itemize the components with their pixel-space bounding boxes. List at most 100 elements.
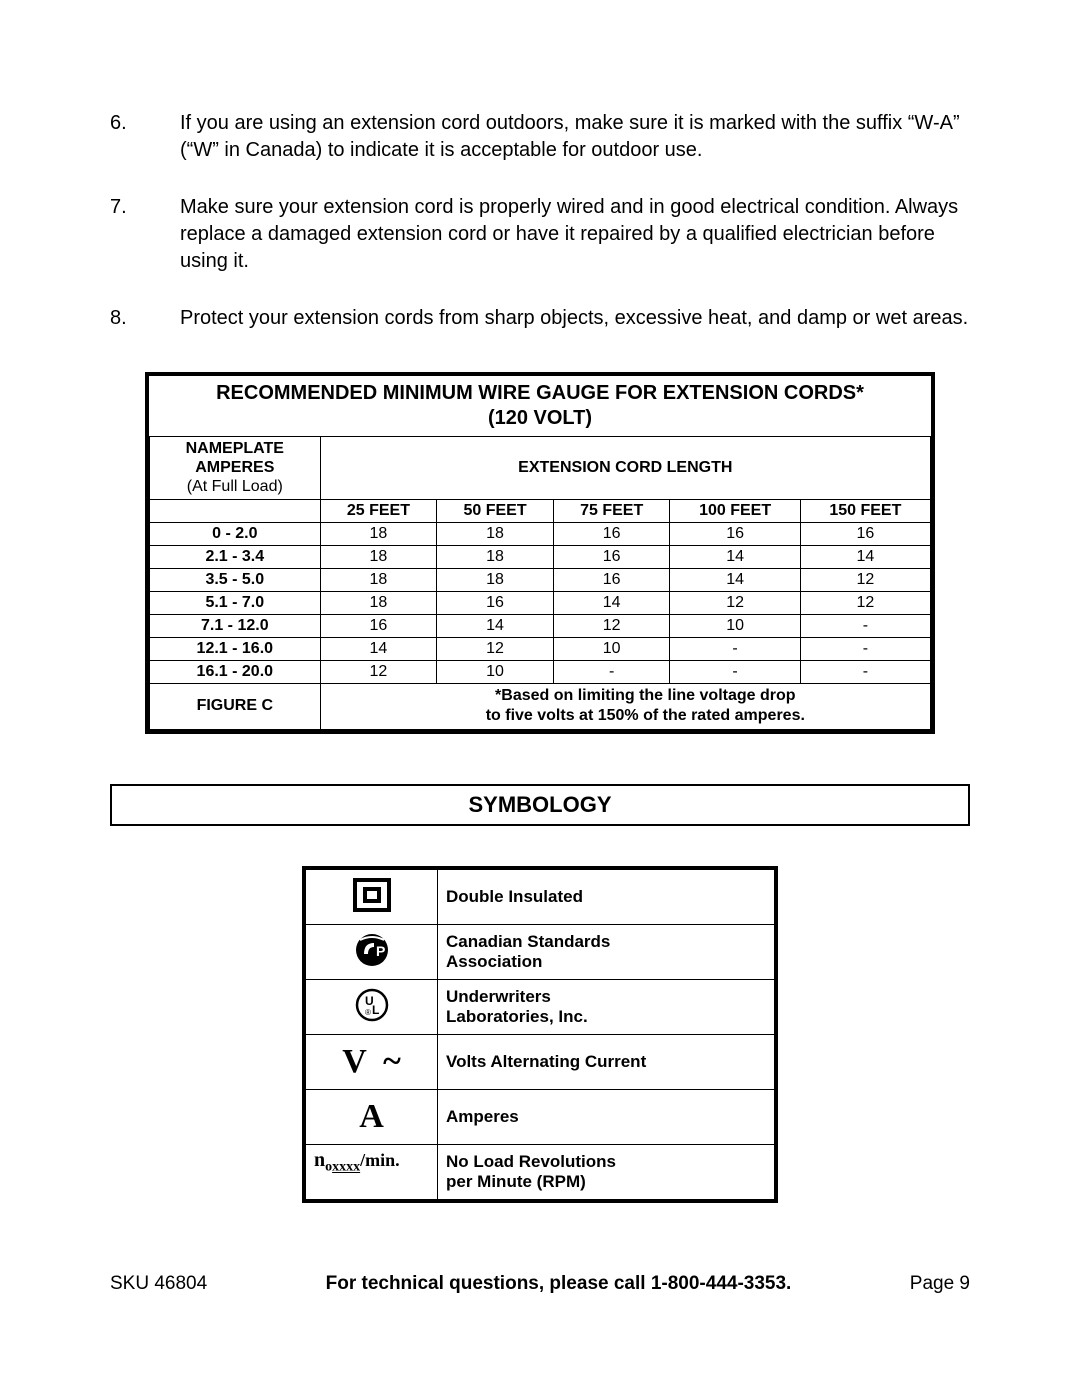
- list-text: Make sure your extension cord is properl…: [180, 194, 970, 275]
- gauge-value: -: [670, 660, 800, 683]
- table-row: 16.1 - 20.01210---: [150, 660, 931, 683]
- amp-range: 16.1 - 20.0: [150, 660, 321, 683]
- list-num: 6.: [110, 110, 180, 164]
- gauge-value: 14: [800, 545, 930, 568]
- gauge-value: 16: [800, 522, 930, 545]
- gauge-value: 12: [320, 660, 437, 683]
- gauge-value: 18: [437, 568, 554, 591]
- sym-row: noxxxx/min. No Load Revolutions per Minu…: [306, 1145, 775, 1200]
- svg-text:®: ®: [365, 1008, 371, 1017]
- list-item-8: 8. Protect your extension cords from sha…: [110, 305, 970, 332]
- len-head: 100 FEET: [670, 499, 800, 522]
- gauge-value: 14: [670, 545, 800, 568]
- sym-label: Amperes: [438, 1090, 775, 1145]
- footnote-l1: *Based on limiting the line voltage drop: [495, 687, 795, 704]
- table-row: 5.1 - 7.01816141212: [150, 591, 931, 614]
- table-row: 7.1 - 12.016141210-: [150, 614, 931, 637]
- sym-row: V ~ Volts Alternating Current: [306, 1035, 775, 1090]
- sym-row: Double Insulated: [306, 870, 775, 925]
- len-head: 150 FEET: [800, 499, 930, 522]
- table-footnote: *Based on limiting the line voltage drop…: [320, 683, 930, 730]
- extension-length-header: EXTENSION CORD LENGTH: [320, 437, 930, 500]
- svg-text:L: L: [372, 1003, 379, 1017]
- vac-icon: V ~: [306, 1035, 438, 1090]
- sym-row: U L ® Underwriters Laboratories, Inc.: [306, 980, 775, 1035]
- figure-label: FIGURE C: [150, 683, 321, 730]
- gauge-value: 18: [320, 545, 437, 568]
- rpm-x: xxxx: [332, 1160, 360, 1175]
- gauge-value: 16: [320, 614, 437, 637]
- gauge-value: 12: [553, 614, 670, 637]
- footer-page: Page 9: [910, 1273, 970, 1295]
- gauge-value: -: [800, 637, 930, 660]
- table-row: 0 - 2.01818161616: [150, 522, 931, 545]
- svg-text:P: P: [376, 943, 385, 959]
- gauge-value: 18: [320, 522, 437, 545]
- sym-label-l2: Laboratories, Inc.: [446, 1007, 588, 1026]
- list-num: 7.: [110, 194, 180, 275]
- list-item-7: 7. Make sure your extension cord is prop…: [110, 194, 970, 275]
- sym-row: A Amperes: [306, 1090, 775, 1145]
- footer-support: For technical questions, please call 1-8…: [207, 1273, 910, 1295]
- gauge-value: -: [800, 614, 930, 637]
- amp-range: 3.5 - 5.0: [150, 568, 321, 591]
- gauge-value: 12: [437, 637, 554, 660]
- gauge-value: 10: [437, 660, 554, 683]
- sym-row: P Canadian Standards Association: [306, 925, 775, 980]
- table-row: 12.1 - 16.0141210--: [150, 637, 931, 660]
- amp-range: 2.1 - 3.4: [150, 545, 321, 568]
- rpm-icon: noxxxx/min.: [306, 1145, 438, 1200]
- wire-gauge-table: RECOMMENDED MINIMUM WIRE GAUGE FOR EXTEN…: [145, 372, 935, 734]
- footnote-l2: to five volts at 150% of the rated amper…: [486, 707, 805, 724]
- wire-table-subtitle: (120 VOLT): [149, 407, 931, 436]
- nameplate-l1: NAMEPLATE: [186, 440, 284, 457]
- rpm-n: n: [314, 1149, 325, 1171]
- amp-range: 12.1 - 16.0: [150, 637, 321, 660]
- gauge-value: 12: [800, 568, 930, 591]
- amp-range: 5.1 - 7.0: [150, 591, 321, 614]
- gauge-value: 16: [553, 568, 670, 591]
- gauge-value: 10: [553, 637, 670, 660]
- ul-icon: U L ®: [306, 980, 438, 1035]
- sym-label: Volts Alternating Current: [438, 1035, 775, 1090]
- gauge-value: 16: [437, 591, 554, 614]
- rpm-min: /min.: [360, 1150, 400, 1170]
- gauge-value: 16: [670, 522, 800, 545]
- sym-label-l2: Association: [446, 952, 542, 971]
- gauge-value: 18: [437, 522, 554, 545]
- list-item-6: 6. If you are using an extension cord ou…: [110, 110, 970, 164]
- table-row: 2.1 - 3.41818161414: [150, 545, 931, 568]
- gauge-value: 14: [437, 614, 554, 637]
- gauge-value: 18: [437, 545, 554, 568]
- gauge-value: -: [670, 637, 800, 660]
- page-footer: SKU 46804 For technical questions, pleas…: [110, 1273, 970, 1295]
- symbology-heading: SYMBOLOGY: [110, 784, 970, 826]
- gauge-value: 16: [553, 522, 670, 545]
- amp-range: 0 - 2.0: [150, 522, 321, 545]
- list-text: Protect your extension cords from sharp …: [180, 305, 970, 332]
- nameplate-l3: (At Full Load): [187, 478, 283, 495]
- amperes-icon: A: [306, 1090, 438, 1145]
- nameplate-l2: AMPERES: [195, 459, 274, 476]
- gauge-value: -: [800, 660, 930, 683]
- len-head: 50 FEET: [437, 499, 554, 522]
- csa-icon: P: [306, 925, 438, 980]
- sym-label-l1: Canadian Standards: [446, 932, 610, 951]
- len-head: 25 FEET: [320, 499, 437, 522]
- amp-range: 7.1 - 12.0: [150, 614, 321, 637]
- gauge-value: 18: [320, 568, 437, 591]
- blank-header: [150, 499, 321, 522]
- symbology-table: Double Insulated P Canadian Standards As…: [302, 866, 778, 1203]
- nameplate-header: NAMEPLATE AMPERES (At Full Load): [150, 437, 321, 500]
- gauge-value: 10: [670, 614, 800, 637]
- gauge-value: 14: [553, 591, 670, 614]
- gauge-value: 16: [553, 545, 670, 568]
- footer-sku: SKU 46804: [110, 1273, 207, 1295]
- wire-table-title: RECOMMENDED MINIMUM WIRE GAUGE FOR EXTEN…: [149, 376, 931, 407]
- sym-label-l1: No Load Revolutions: [446, 1152, 616, 1171]
- sym-label-l2: per Minute (RPM): [446, 1172, 586, 1191]
- sym-label: No Load Revolutions per Minute (RPM): [438, 1145, 775, 1200]
- len-head: 75 FEET: [553, 499, 670, 522]
- gauge-value: 14: [320, 637, 437, 660]
- list-num: 8.: [110, 305, 180, 332]
